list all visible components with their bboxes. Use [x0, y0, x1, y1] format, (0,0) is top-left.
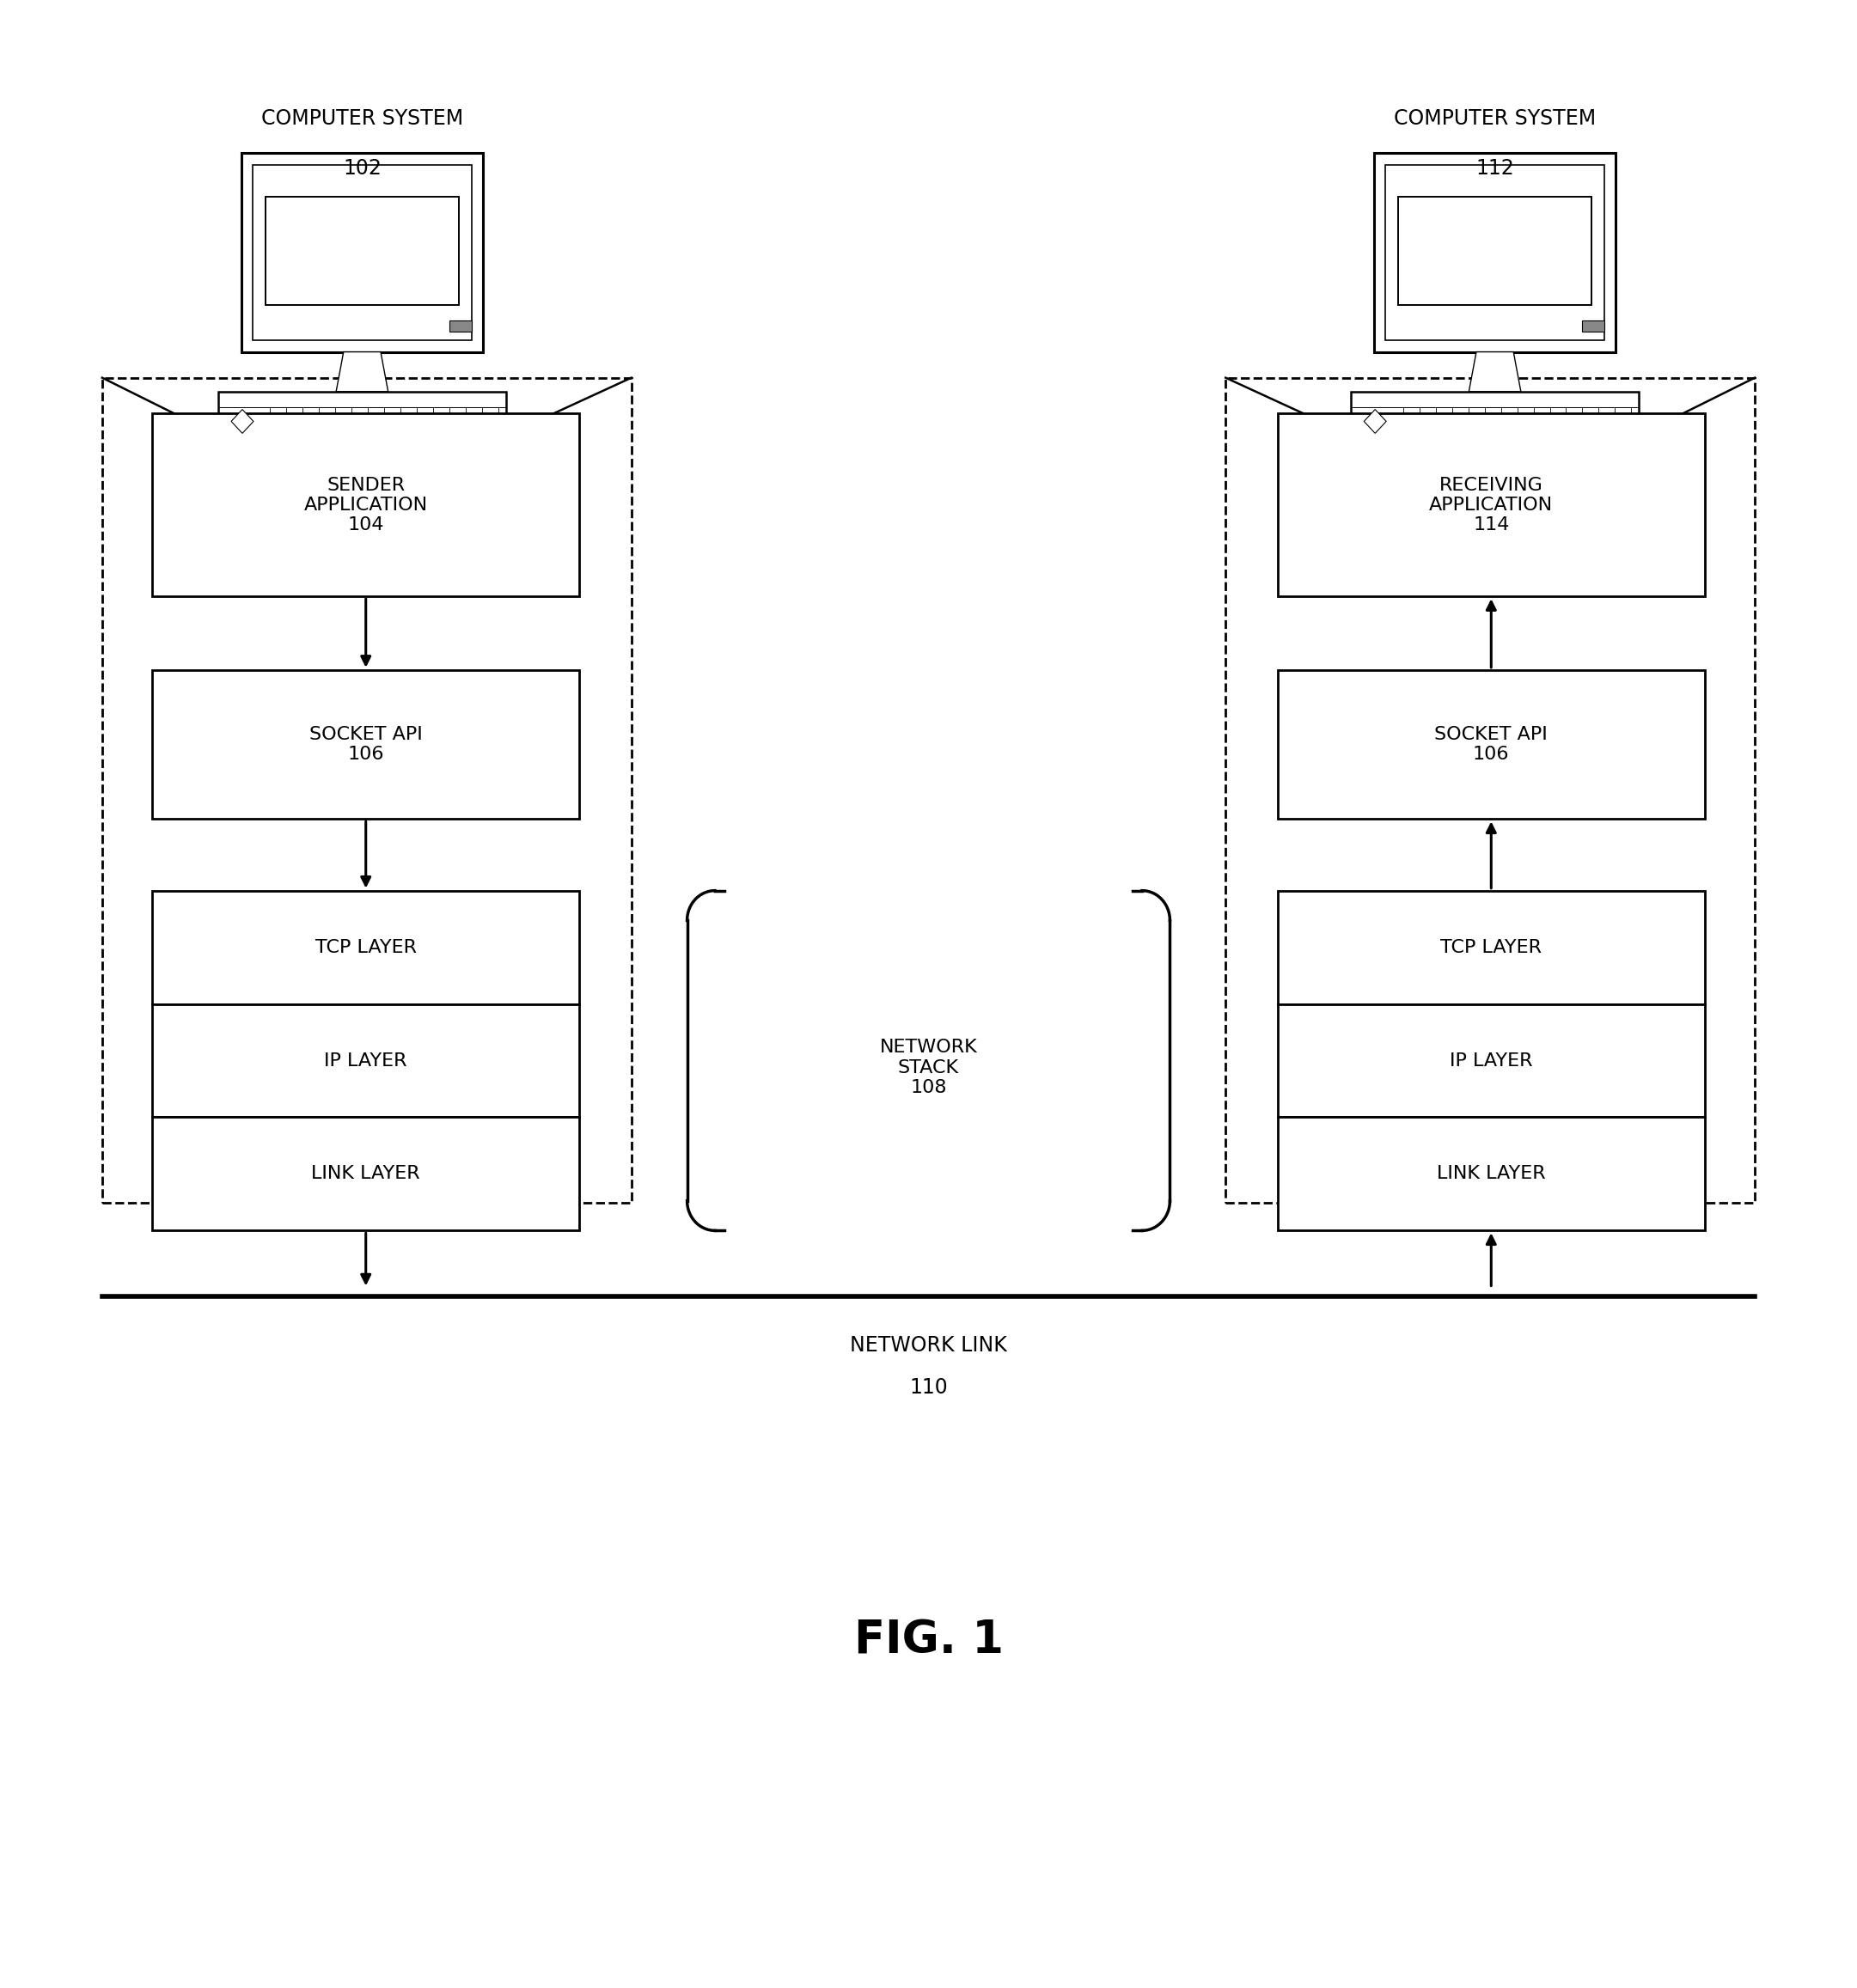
Bar	[152, 414, 579, 596]
Bar	[219, 392, 505, 435]
Bar	[305, 414, 318, 431]
Bar	[370, 414, 383, 431]
Bar	[273, 414, 284, 431]
Bar	[1278, 891, 1705, 1004]
Bar	[1278, 670, 1705, 819]
Text: NETWORK LINK: NETWORK LINK	[851, 1336, 1006, 1356]
Polygon shape	[1363, 410, 1385, 433]
Bar	[1584, 414, 1597, 431]
Bar	[152, 670, 579, 819]
Bar	[152, 1004, 579, 1117]
Polygon shape	[230, 410, 253, 433]
Bar	[386, 414, 399, 431]
Text: SENDER
APPLICATION
104: SENDER APPLICATION 104	[305, 477, 427, 533]
Text: COMPUTER SYSTEM: COMPUTER SYSTEM	[1395, 109, 1595, 129]
Bar	[321, 414, 334, 431]
Text: COMPUTER SYSTEM: COMPUTER SYSTEM	[262, 109, 462, 129]
Bar	[152, 891, 579, 1004]
Text: SOCKET API
106: SOCKET API 106	[1435, 726, 1547, 763]
Bar	[1352, 392, 1640, 435]
Polygon shape	[336, 352, 388, 392]
Bar	[1617, 414, 1630, 431]
Text: 112: 112	[1476, 159, 1513, 179]
Bar	[1519, 414, 1532, 431]
Text: 102: 102	[344, 159, 381, 179]
Bar	[253, 165, 472, 340]
Text: FIG. 1: FIG. 1	[854, 1618, 1003, 1662]
Bar	[241, 153, 483, 352]
Polygon shape	[1469, 352, 1521, 392]
Bar	[1471, 414, 1482, 431]
Bar	[1502, 414, 1515, 431]
Text: RECEIVING
APPLICATION
114: RECEIVING APPLICATION 114	[1430, 477, 1552, 533]
Bar	[403, 414, 416, 431]
Bar	[1398, 197, 1591, 306]
Bar	[1278, 1117, 1705, 1231]
Bar	[338, 414, 349, 431]
Bar	[102, 378, 631, 1203]
Text: NETWORK
STACK
108: NETWORK STACK 108	[880, 1040, 977, 1095]
Bar	[1454, 414, 1467, 431]
Bar	[1226, 378, 1755, 1203]
Bar	[485, 414, 498, 431]
Bar	[1486, 414, 1499, 431]
Bar	[1421, 414, 1434, 431]
Bar	[1567, 414, 1580, 431]
Text: TCP LAYER: TCP LAYER	[316, 938, 416, 956]
Text: 110: 110	[910, 1378, 947, 1398]
Bar	[451, 414, 464, 431]
Bar	[1552, 414, 1564, 431]
Bar	[1374, 153, 1616, 352]
Text: LINK LAYER: LINK LAYER	[1437, 1165, 1545, 1183]
Bar	[152, 1117, 579, 1231]
Bar	[1385, 165, 1604, 340]
Bar	[1536, 414, 1549, 431]
Bar	[288, 414, 301, 431]
Bar	[266, 197, 459, 306]
Text: TCP LAYER: TCP LAYER	[1441, 938, 1541, 956]
Bar	[1582, 320, 1604, 332]
Text: IP LAYER: IP LAYER	[325, 1052, 407, 1070]
Text: IP LAYER: IP LAYER	[1450, 1052, 1532, 1070]
Bar	[1278, 414, 1705, 596]
Bar	[1406, 414, 1417, 431]
Bar	[435, 414, 448, 431]
Bar	[449, 320, 472, 332]
Bar	[1278, 1004, 1705, 1117]
Bar	[420, 414, 431, 431]
Bar	[353, 414, 366, 431]
Bar	[1601, 414, 1614, 431]
Text: LINK LAYER: LINK LAYER	[312, 1165, 420, 1183]
Bar	[1437, 414, 1450, 431]
Text: SOCKET API
106: SOCKET API 106	[310, 726, 422, 763]
Bar	[468, 414, 481, 431]
